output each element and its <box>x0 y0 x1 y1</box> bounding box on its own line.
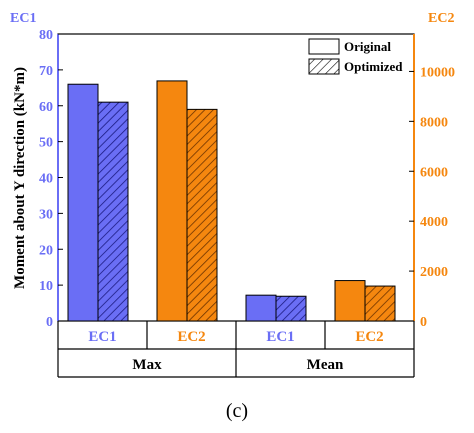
left-tick-label: 60 <box>39 100 53 115</box>
legend-original-swatch <box>308 38 340 55</box>
right-tick-label: 4000 <box>420 215 448 230</box>
right-tick-label: 6000 <box>420 165 448 180</box>
bar-mean-ec2-optimized <box>364 285 396 322</box>
left-tick-label: 20 <box>39 243 53 258</box>
left-tick-label: 40 <box>39 172 53 187</box>
legend-original-label: Original <box>344 39 391 54</box>
category-label: EC2 <box>355 329 383 345</box>
y-axis-label: Moment about Y direction (kN*m) <box>12 67 28 289</box>
bar-max-ec1-original <box>67 83 99 322</box>
right-tick-label: 8000 <box>420 115 448 130</box>
category-label: EC1 <box>266 329 294 345</box>
left-tick-label: 10 <box>39 279 53 294</box>
group-label: Mean <box>307 357 344 373</box>
category-table <box>57 321 415 378</box>
bar-max-ec2-optimized <box>186 108 218 322</box>
left-tick-label: 30 <box>39 207 53 222</box>
right-tick-label: 2000 <box>420 265 448 280</box>
category-label: EC2 <box>177 329 205 345</box>
figure-caption: (c) <box>225 400 249 422</box>
left-axis-name: EC1 <box>10 11 36 26</box>
left-tick-label: 70 <box>39 64 53 79</box>
bar-max-ec2-original <box>156 80 188 322</box>
left-tick-label: 0 <box>46 315 53 330</box>
left-tick-label: 50 <box>39 136 53 151</box>
right-axis-name: EC2 <box>428 11 454 26</box>
legend-optimized-swatch <box>308 58 340 75</box>
legend-optimized-label: Optimized <box>344 59 403 74</box>
right-tick-label: 10000 <box>420 65 455 80</box>
bar-mean-ec2-original <box>334 280 366 322</box>
category-label: EC1 <box>88 329 116 345</box>
bar-mean-ec1-optimized <box>275 295 307 322</box>
left-tick-label: 80 <box>39 28 53 43</box>
bar-mean-ec1-original <box>245 294 277 322</box>
right-tick-label: 0 <box>420 315 427 330</box>
legend: Original Optimized <box>308 38 403 75</box>
bar-max-ec1-optimized <box>97 101 129 322</box>
group-label: Max <box>132 357 162 373</box>
